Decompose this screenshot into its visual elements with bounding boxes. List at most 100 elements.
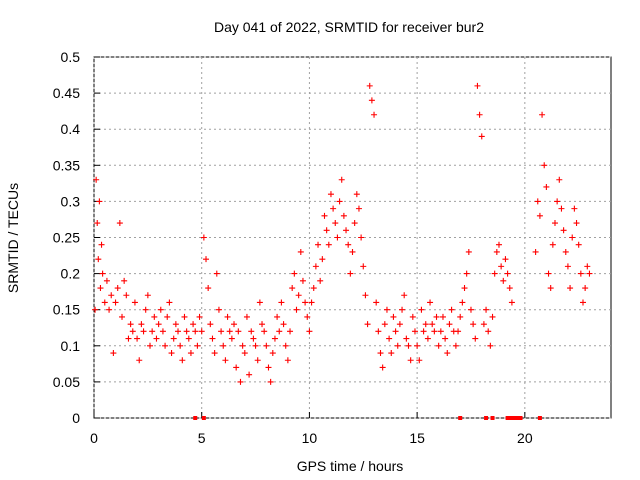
data-point — [349, 248, 356, 255]
data-point — [181, 313, 188, 320]
data-point — [549, 241, 556, 248]
data-point — [218, 328, 225, 335]
baseline-marker — [505, 416, 510, 420]
data-point — [224, 313, 231, 320]
baseline-marker — [537, 416, 542, 420]
data-point — [121, 277, 128, 284]
data-point — [442, 335, 449, 342]
data-point — [187, 350, 194, 357]
data-point — [136, 357, 143, 364]
data-point — [422, 321, 429, 328]
data-point — [474, 82, 481, 89]
data-point — [265, 364, 272, 371]
data-point — [317, 277, 324, 284]
data-point — [123, 292, 130, 299]
data-point — [355, 205, 362, 212]
data-point — [312, 263, 319, 270]
data-point — [284, 357, 291, 364]
data-point — [396, 321, 403, 328]
data-point — [347, 270, 354, 277]
data-point — [586, 270, 593, 277]
chart-title: Day 041 of 2022, SRMTID for receiver bur… — [214, 19, 484, 35]
data-point — [96, 198, 103, 205]
baseline-marker — [512, 416, 517, 420]
data-point — [321, 212, 328, 219]
data-point — [99, 270, 106, 277]
data-point — [101, 299, 108, 306]
data-point — [491, 270, 498, 277]
data-point — [427, 299, 434, 306]
data-point — [278, 299, 285, 306]
data-point — [246, 371, 253, 378]
data-point — [338, 176, 345, 183]
data-point — [444, 350, 451, 357]
data-point — [394, 342, 401, 349]
data-point — [502, 256, 509, 263]
data-point — [330, 205, 337, 212]
data-point — [127, 321, 134, 328]
data-point — [172, 321, 179, 328]
data-point — [159, 328, 166, 335]
y-tick-label: 0.35 — [53, 157, 80, 173]
data-point — [401, 292, 408, 299]
data-point — [383, 306, 390, 313]
x-tick-label: 0 — [90, 430, 98, 446]
data-point — [489, 313, 496, 320]
plot-layer: 0 5 10 15 20 0 0.05 0.1 0.15 0.2 0.25 0.3 0.35 0.4 0.4… — [53, 49, 612, 446]
data-point — [142, 306, 149, 313]
data-point — [379, 364, 386, 371]
data-point — [192, 328, 199, 335]
data-point — [411, 328, 418, 335]
data-point — [226, 328, 233, 335]
baseline-marker — [509, 416, 514, 420]
data-point — [461, 285, 468, 292]
data-point — [506, 285, 513, 292]
data-point — [409, 313, 416, 320]
data-point — [151, 313, 158, 320]
data-point — [211, 350, 218, 357]
data-point — [416, 357, 423, 364]
data-point — [149, 328, 156, 335]
data-point — [388, 350, 395, 357]
data-point — [493, 248, 500, 255]
data-point — [129, 328, 136, 335]
data-point — [455, 328, 462, 335]
data-point — [106, 306, 113, 313]
data-point — [560, 227, 567, 234]
data-point — [541, 162, 548, 169]
data-point — [472, 335, 479, 342]
data-point — [155, 321, 162, 328]
data-point — [495, 241, 502, 248]
data-point — [463, 270, 470, 277]
baseline-marker — [484, 416, 489, 420]
data-point — [97, 285, 104, 292]
baseline-marker — [514, 416, 519, 420]
data-point — [569, 234, 576, 241]
data-point — [179, 357, 186, 364]
data-point — [170, 335, 177, 342]
data-point — [360, 263, 367, 270]
data-point — [289, 285, 296, 292]
data-point — [209, 335, 216, 342]
data-point — [470, 321, 477, 328]
data-point — [297, 248, 304, 255]
data-point — [261, 328, 268, 335]
data-point — [564, 263, 571, 270]
data-point — [134, 335, 141, 342]
data-point — [194, 342, 201, 349]
data-point — [487, 342, 494, 349]
data-point — [243, 313, 250, 320]
data-point — [534, 198, 541, 205]
baseline-marker — [458, 416, 463, 420]
data-point — [237, 378, 244, 385]
data-point — [327, 191, 334, 198]
data-point — [140, 328, 147, 335]
data-point — [340, 212, 347, 219]
data-point — [239, 342, 246, 349]
data-point — [310, 285, 317, 292]
data-point — [424, 335, 431, 342]
data-point — [256, 299, 263, 306]
data-point — [203, 256, 210, 263]
data-point — [299, 277, 306, 284]
data-point — [119, 313, 126, 320]
